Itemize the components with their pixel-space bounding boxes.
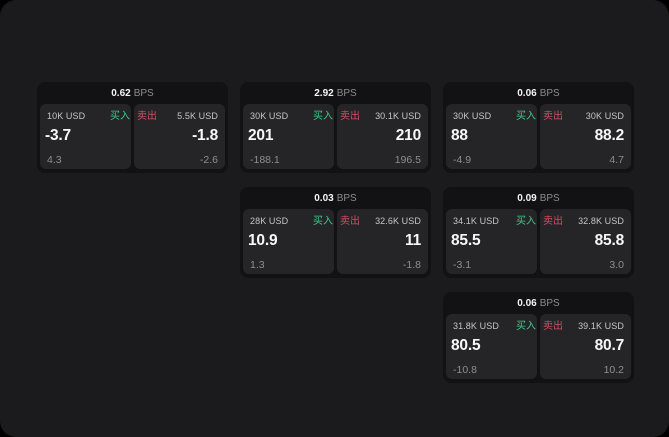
sell-tag: 卖出 (543, 321, 563, 332)
buy-price: 10.9 (248, 232, 278, 249)
buy-change: -4.9 (453, 154, 472, 166)
spread-value: 0.06 (517, 87, 537, 99)
buy-change: 4.3 (47, 154, 62, 166)
sell-amount: 32.8K USD (578, 216, 624, 226)
buy-tag: 买入 (313, 216, 333, 227)
buy-panel[interactable]: 30K USD 买入 88 -4.9 (446, 104, 537, 169)
buy-tag: 买入 (516, 321, 536, 332)
buy-price: 85.5 (451, 232, 481, 249)
sell-change: 3.0 (609, 259, 624, 271)
buy-change: -188.1 (250, 154, 280, 166)
sell-price: -1.8 (192, 127, 218, 144)
sell-tag: 卖出 (543, 111, 563, 122)
card-body: 31.8K USD 买入 80.5 -10.8 卖出 39.1K USD 80.… (446, 314, 631, 379)
spread-unit: BPS (336, 87, 357, 99)
buy-change: -10.8 (453, 364, 477, 376)
buy-amount: 30K USD (453, 111, 492, 121)
sell-tag: 卖出 (543, 216, 563, 227)
quote-card-5: 0.09 BPS 34.1K USD 买入 85.5 -3.1 卖出 32.8K… (443, 187, 634, 278)
spread-value: 0.03 (314, 192, 334, 204)
sell-panel[interactable]: 卖出 39.1K USD 80.7 10.2 (540, 314, 631, 379)
sell-tag: 卖出 (340, 111, 360, 122)
sell-change: -2.6 (199, 154, 218, 166)
card-header: 0.03 BPS (243, 187, 428, 209)
buy-price: -3.7 (45, 127, 71, 144)
sell-change: 196.5 (394, 154, 421, 166)
spread-value: 0.62 (111, 87, 131, 99)
card-body: 30K USD 买入 88 -4.9 卖出 30K USD 88.2 4.7 (446, 104, 631, 169)
sell-price: 80.7 (594, 337, 625, 354)
buy-change: -3.1 (453, 259, 472, 271)
sell-price: 210 (395, 127, 421, 144)
sell-panel[interactable]: 卖出 32.8K USD 85.8 3.0 (540, 209, 631, 274)
buy-amount: 10K USD (47, 111, 86, 121)
buy-tag: 买入 (516, 111, 536, 122)
card-header: 2.92 BPS (243, 82, 428, 104)
sell-panel[interactable]: 卖出 30K USD 88.2 4.7 (540, 104, 631, 169)
quote-card-6: 0.06 BPS 31.8K USD 买入 80.5 -10.8 卖出 39.1… (443, 292, 634, 383)
card-header: 0.06 BPS (446, 82, 631, 104)
spread-value: 0.06 (517, 297, 537, 309)
spread-value: 2.92 (314, 87, 334, 99)
sell-amount: 30K USD (585, 111, 624, 121)
buy-change: 1.3 (250, 259, 265, 271)
sell-amount: 39.1K USD (578, 321, 624, 331)
buy-panel[interactable]: 30K USD 买入 201 -188.1 (243, 104, 334, 169)
card-header: 0.06 BPS (446, 292, 631, 314)
sell-tag: 卖出 (137, 111, 157, 122)
quote-card-1: 0.62 BPS 10K USD 买入 -3.7 4.3 卖出 5.5K USD (37, 82, 228, 173)
buy-amount: 30K USD (250, 111, 289, 121)
sell-amount: 5.5K USD (177, 111, 218, 121)
buy-amount: 28K USD (250, 216, 289, 226)
buy-panel[interactable]: 31.8K USD 买入 80.5 -10.8 (446, 314, 537, 379)
card-body: 28K USD 买入 10.9 1.3 卖出 32.6K USD 11 -1.8 (243, 209, 428, 274)
quote-card-3: 0.06 BPS 30K USD 买入 88 -4.9 卖出 30K USD (443, 82, 634, 173)
card-header: 0.62 BPS (40, 82, 225, 104)
sell-amount: 32.6K USD (375, 216, 421, 226)
card-body: 34.1K USD 买入 85.5 -3.1 卖出 32.8K USD 85.8… (446, 209, 631, 274)
spread-unit: BPS (336, 192, 357, 204)
spread-unit: BPS (133, 87, 154, 99)
spread-unit: BPS (539, 87, 560, 99)
quote-card-4: 0.03 BPS 28K USD 买入 10.9 1.3 卖出 32.6K US… (240, 187, 431, 278)
sell-price: 88.2 (594, 127, 625, 144)
buy-amount: 34.1K USD (453, 216, 499, 226)
sell-amount: 30.1K USD (375, 111, 421, 121)
spread-value: 0.09 (517, 192, 537, 204)
buy-amount: 31.8K USD (453, 321, 499, 331)
card-header: 0.09 BPS (446, 187, 631, 209)
buy-panel[interactable]: 34.1K USD 买入 85.5 -3.1 (446, 209, 537, 274)
spread-unit: BPS (539, 192, 560, 204)
sell-panel[interactable]: 卖出 5.5K USD -1.8 -2.6 (134, 104, 225, 169)
sell-change: -1.8 (402, 259, 421, 271)
buy-tag: 买入 (516, 216, 536, 227)
buy-panel[interactable]: 28K USD 买入 10.9 1.3 (243, 209, 334, 274)
sell-tag: 卖出 (340, 216, 360, 227)
sell-price: 11 (405, 232, 421, 249)
buy-panel[interactable]: 10K USD 买入 -3.7 4.3 (40, 104, 131, 169)
buy-price: 80.5 (451, 337, 481, 354)
quote-card-2: 2.92 BPS 30K USD 买入 201 -188.1 卖出 30.1K … (240, 82, 431, 173)
card-body: 30K USD 买入 201 -188.1 卖出 30.1K USD 210 1… (243, 104, 428, 169)
buy-tag: 买入 (110, 111, 130, 122)
sell-panel[interactable]: 卖出 30.1K USD 210 196.5 (337, 104, 428, 169)
sell-change: 4.7 (609, 154, 624, 166)
spread-unit: BPS (539, 297, 560, 309)
buy-price: 201 (248, 127, 274, 144)
sell-price: 85.8 (594, 232, 625, 249)
buy-tag: 买入 (313, 111, 333, 122)
card-body: 10K USD 买入 -3.7 4.3 卖出 5.5K USD -1.8 -2.… (40, 104, 225, 169)
sell-change: 10.2 (603, 364, 624, 376)
sell-panel[interactable]: 卖出 32.6K USD 11 -1.8 (337, 209, 428, 274)
quote-grid: 0.62 BPS 10K USD 买入 -3.7 4.3 卖出 5.5K USD (37, 82, 634, 383)
buy-price: 88 (451, 127, 468, 144)
